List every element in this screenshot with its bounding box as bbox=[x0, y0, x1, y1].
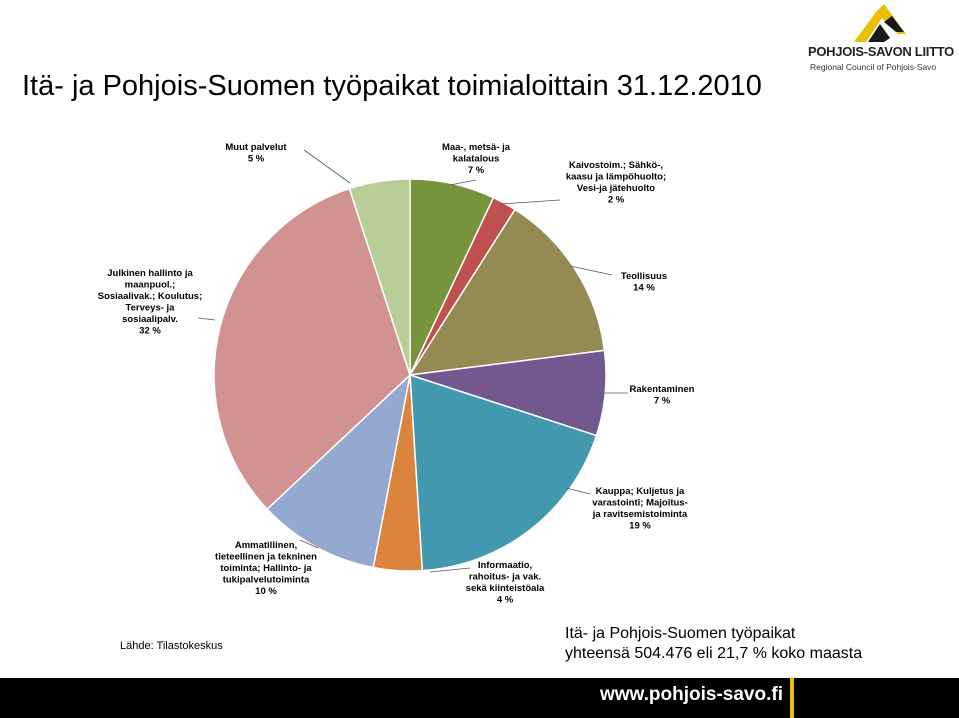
source-note: Lähde: Tilastokeskus bbox=[120, 640, 223, 652]
logo-mark-icon bbox=[854, 4, 906, 42]
pie-slice-2 bbox=[408, 208, 606, 376]
leader-line-6 bbox=[299, 539, 319, 549]
footer-black-band bbox=[0, 678, 790, 718]
slice-label-4: Kauppa; Kuljetus ja varastointi; Majoitus… bbox=[592, 486, 688, 532]
total-note-line-2: yhteensä 504.476 eli 21,7 % koko maasta bbox=[565, 645, 863, 662]
slice-label-1: Kaivostoim.; Sähkö-, kaasu ja lämpöhuolto… bbox=[566, 160, 666, 206]
pie-slice-4 bbox=[409, 373, 598, 572]
slice-label-3: Rakentaminen 7 % bbox=[630, 384, 695, 407]
total-note-line-1: Itä- ja Pohjois-Suomen työpaikat bbox=[565, 625, 796, 642]
leader-line-1 bbox=[499, 199, 561, 205]
pie-slice-8 bbox=[348, 178, 411, 376]
page-title: Itä- ja Pohjois-Suomen työpaikat toimial… bbox=[22, 70, 762, 102]
organization-logo: POHJOIS-SAVON LIITTO Regional Council of… bbox=[808, 4, 954, 74]
leader-line-5 bbox=[429, 567, 471, 573]
logo-name: POHJOIS-SAVON LIITTO bbox=[808, 44, 954, 59]
slice-label-8: Muut palvelut 5 % bbox=[225, 142, 287, 165]
logo-subtitle: Regional Council of Pohjois-Savo bbox=[810, 62, 937, 72]
slice-label-5: Informaatio, rahoitus- ja vak. sekä kiinte… bbox=[466, 560, 545, 606]
slice-label-2: Teollisuus 14 % bbox=[621, 271, 667, 294]
pie-slice-7 bbox=[213, 187, 411, 511]
slice-label-0: Maa-, metsä- ja kalatalous 7 % bbox=[442, 142, 511, 176]
slice-label-6: Ammatillinen, tieteellinen ja tekninen toi… bbox=[215, 540, 317, 597]
leader-line-0 bbox=[449, 179, 477, 186]
footer-url-link[interactable]: www.pohjois-savo.fi bbox=[600, 684, 783, 705]
footer-bar: www.pohjois-savo.fi bbox=[0, 678, 959, 718]
total-note: Itä- ja Pohjois-Suomen työpaikat yhteens… bbox=[565, 624, 862, 664]
leader-line-8 bbox=[303, 149, 351, 184]
leader-line-2 bbox=[569, 265, 613, 276]
slice-label-7: Julkinen hallinto ja maanpuol.; Sosiaaliva… bbox=[98, 268, 203, 337]
footer-accent-strip bbox=[790, 678, 794, 718]
leader-line-4 bbox=[565, 487, 591, 495]
leader-line-7 bbox=[197, 317, 216, 321]
